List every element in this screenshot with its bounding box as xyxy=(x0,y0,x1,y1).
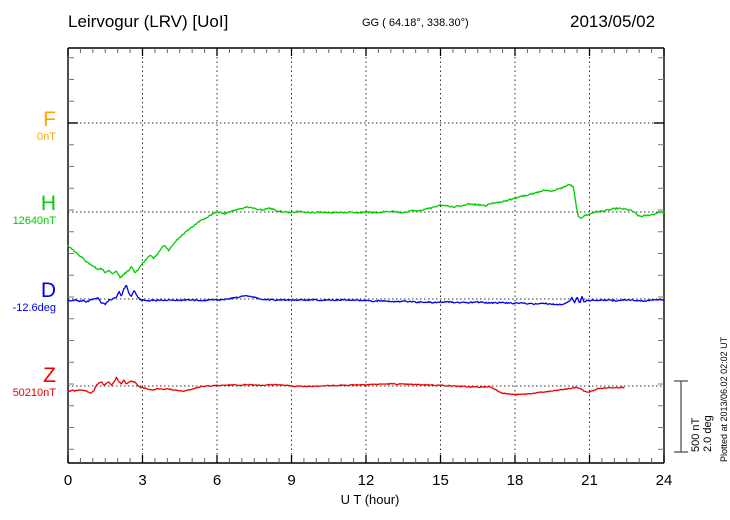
x-tick-label-15: 15 xyxy=(432,472,449,489)
x-tick-label-21: 21 xyxy=(581,472,598,489)
x-axis-title: U T (hour) xyxy=(340,492,400,507)
component-label-f: F xyxy=(43,108,56,131)
component-value-f: 0nT xyxy=(37,131,56,143)
component-value-h: 12640nT xyxy=(12,215,56,227)
x-tick-label-0: 0 xyxy=(63,472,73,489)
vertical-gridlines xyxy=(142,48,590,463)
geographic-coordinates: GG ( 64.18°, 338.30°) xyxy=(362,17,469,29)
x-axis-ticks xyxy=(67,48,665,463)
component-label-d: D xyxy=(40,279,56,302)
x-tick-label-3: 3 xyxy=(138,472,147,489)
x-tick-label-18: 18 xyxy=(506,472,524,489)
x-tick-label-9: 9 xyxy=(287,472,296,489)
station-title: Leirvogur (LRV) [UoI] xyxy=(68,12,229,31)
scale-bar-nt-label: 500 nT xyxy=(690,417,702,452)
x-tick-label-24: 24 xyxy=(655,472,673,489)
component-label-h: H xyxy=(40,192,56,215)
x-tick-label-6: 6 xyxy=(212,472,222,489)
component-value-z: 50210nT xyxy=(12,387,56,399)
scale-bar-deg-label: 2.0 deg xyxy=(702,415,714,452)
component-label-z: Z xyxy=(43,364,56,387)
component-value-d: -12.6deg xyxy=(12,302,56,314)
trace-d-line xyxy=(67,285,665,306)
component-baselines xyxy=(68,122,664,387)
plotted-at-timestamp: Plotted at 2013/06.02 02:02 UT xyxy=(719,336,729,462)
trace-z-line xyxy=(67,376,625,396)
scale-bar xyxy=(674,380,688,453)
observation-date: 2013/05/02 xyxy=(570,12,656,31)
y-axis-ticks xyxy=(68,57,664,450)
trace-h-line xyxy=(67,183,665,279)
x-tick-label-12: 12 xyxy=(357,472,375,489)
trace-group xyxy=(67,183,665,396)
